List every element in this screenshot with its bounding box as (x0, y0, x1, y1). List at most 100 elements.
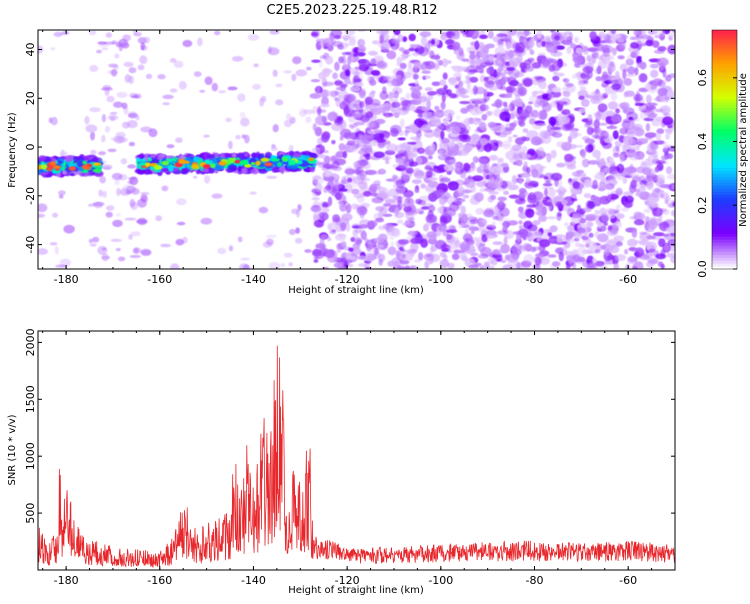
colorbar-swatch (712, 113, 737, 118)
spectrogram-cell (539, 99, 549, 103)
spectrogram-cell (420, 183, 426, 189)
spectrogram-cell (411, 179, 422, 185)
spectrogram-cell (550, 149, 557, 159)
spectrogram-cell (415, 134, 421, 144)
spectrogram-cell (280, 167, 285, 174)
colorbar-tick-label: 0.2 (696, 197, 709, 215)
colorbar-swatch (712, 251, 737, 255)
spectrogram-cell (582, 75, 590, 81)
spectrogram-cell (361, 134, 372, 144)
spectrogram-cell (606, 168, 618, 175)
spectrogram-cell (127, 164, 137, 169)
spectrogram-cell (386, 143, 398, 153)
colorbar-swatch (712, 80, 737, 85)
spectrogram-cell (453, 72, 462, 80)
spectrogram-cell (482, 52, 490, 63)
spectrogram-cell (314, 182, 323, 193)
spectrogram-cell (497, 38, 504, 46)
spectrogram-cell (447, 262, 455, 269)
spectrogram-cell (605, 208, 617, 214)
spectrogram-cell (479, 44, 489, 51)
spectrogram-cell (241, 134, 247, 139)
spectrogram-cell (442, 72, 448, 80)
spectrogram-cell (461, 58, 470, 62)
spectrogram-cell (102, 190, 107, 198)
spectrogram-cell (587, 200, 596, 210)
spectrogram-cell (517, 206, 524, 213)
spectrogram-cell (538, 80, 547, 90)
spectrogram-cell (122, 121, 130, 129)
snr-xtick-label: -180 (54, 574, 79, 587)
spectrogram-cell (627, 66, 636, 75)
spectrogram-cell (421, 206, 430, 210)
spectrogram-cell (339, 83, 348, 88)
spectrogram-cell (509, 39, 515, 45)
spectrogram-cell (629, 216, 637, 220)
spectrogram-cell (451, 253, 460, 261)
spectrogram-cell (357, 255, 367, 260)
spectrogram-cell (624, 248, 629, 255)
spectrogram-panel: -180 -160 -140 -120 -100 -80 -60 -40 -20 0 20 40 He… (7, 29, 676, 296)
spectrogram-cell (451, 125, 461, 135)
spectrogram-cell (655, 160, 666, 165)
spectrogram-cell (355, 166, 364, 176)
colorbar-swatch (712, 119, 737, 124)
spectrogram-cell (115, 247, 121, 252)
spectrogram-cell (170, 263, 180, 269)
spectrogram-cell (403, 159, 408, 169)
spectrogram-cell (591, 127, 597, 133)
spectrogram-cell (518, 220, 523, 225)
spectrogram-cell (312, 249, 322, 257)
spectrogram-cell (373, 170, 382, 175)
spectrogram-cell (266, 238, 274, 246)
spectrogram-cell (518, 109, 530, 119)
spectrogram-cell (576, 227, 586, 234)
spectrogram-cell (331, 229, 336, 233)
spectrogram-cell (552, 261, 561, 267)
spectrogram-cell (116, 187, 121, 196)
spectrogram-cell (460, 171, 467, 179)
spectrogram-cell (621, 34, 628, 40)
spectrogram-cell (556, 236, 563, 243)
spectrogram-cell (630, 120, 635, 129)
spectrogram-cell (511, 175, 518, 185)
spectrogram-cell (410, 44, 423, 49)
spectrogram-cell (413, 168, 422, 178)
colorbar: 0.0 0.2 0.4 0.6 Normalized spectral amplitu… (696, 29, 749, 278)
spectrogram-cell (392, 164, 399, 168)
spectrogram-cell (373, 151, 385, 158)
spectrogram-cell (469, 219, 478, 225)
spectrogram-cell (206, 154, 215, 159)
spectrogram-cell (611, 83, 622, 91)
spectrogram-cell (221, 153, 226, 159)
spectrogram-cell (639, 61, 647, 70)
spectrogram-cell (667, 203, 674, 208)
spectrogram-cell (311, 197, 320, 201)
spectrogram-cell (85, 124, 98, 133)
spectrogram-cell (412, 73, 419, 80)
spectrogram-cell (101, 253, 109, 262)
spectrogram-cell (214, 30, 221, 36)
spectrogram-cell (38, 248, 48, 255)
spectrogram-cell (476, 181, 487, 188)
spectrogram-cell (428, 180, 439, 188)
spectrogram-cell (470, 229, 475, 235)
spectrogram-cell (599, 181, 606, 188)
colorbar-swatch (712, 107, 737, 112)
spectrogram-cell (349, 67, 355, 75)
spectrogram-cell (388, 205, 397, 212)
spectrogram-cell (485, 224, 494, 228)
spectrogram-cell (607, 191, 612, 200)
spectrogram-cell (612, 152, 620, 158)
spectrogram-cell (622, 177, 628, 184)
spectrogram-cell (645, 241, 658, 252)
spectrogram-cell (474, 86, 486, 95)
spectrogram-cell (584, 138, 595, 144)
spectrogram-cell (235, 134, 241, 140)
spectrogram-cell (402, 190, 414, 198)
spectrogram-cell (340, 240, 347, 248)
spectrogram-cell (662, 233, 670, 237)
spectrogram-cell (531, 168, 539, 178)
spectrogram-cell (377, 141, 387, 146)
spectrogram-cell (198, 157, 204, 162)
